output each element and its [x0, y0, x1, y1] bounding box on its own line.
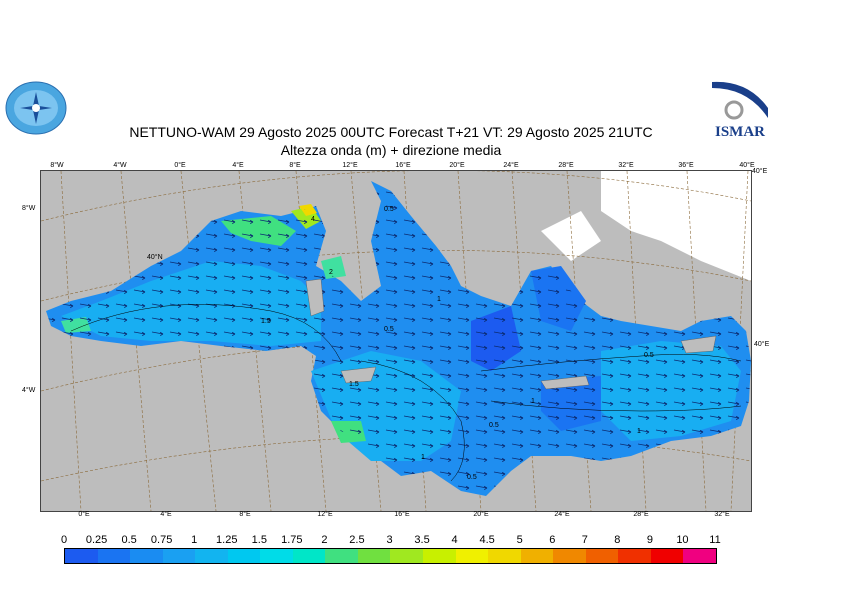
sicily — [340, 366, 377, 384]
legend-swatch — [650, 549, 684, 563]
wave-height-map: 0.5 1 1.5 2 0.5 1 1.5 0.5 1 0.5 1 4 0.5 … — [40, 170, 752, 512]
top-lon-label: 4°W — [113, 162, 127, 169]
lat-40-label: 40°N — [147, 253, 163, 261]
legend-label: 0.75 — [150, 534, 173, 546]
legend-label: 4 — [451, 534, 458, 546]
wave-height-legend — [64, 548, 717, 564]
contour-label: 0.5 — [467, 474, 477, 481]
legend-label: 4.5 — [479, 534, 495, 546]
bottom-lon-label: 12°E — [317, 511, 333, 518]
legend-label: 1.25 — [216, 534, 238, 546]
legend-swatch — [227, 549, 261, 563]
bottom-lon-label: 4°E — [160, 511, 172, 518]
contour-label: 1 — [421, 454, 425, 461]
legend-label: 3 — [386, 534, 393, 546]
contour-label: 1.5 — [349, 381, 359, 388]
contour-label: 0.5 — [489, 422, 499, 429]
right-lat-label: 40°E — [752, 168, 768, 175]
legend-label: 0.25 — [85, 534, 108, 546]
black-sea-area — [601, 171, 751, 281]
contour-label-group: 0.5 1 1.5 2 0.5 1 1.5 0.5 1 0.5 1 4 0.5 — [261, 206, 654, 481]
legend-label: 6 — [549, 534, 556, 546]
legend-swatch — [618, 549, 651, 563]
legend-swatch — [130, 549, 163, 563]
top-lon-label: 8°W — [50, 162, 64, 169]
cyprus — [680, 335, 717, 354]
white-region — [541, 211, 601, 261]
ismar-logo: ISMAR — [708, 78, 772, 142]
top-lon-label: 8°E — [289, 162, 301, 169]
ismar-logo-text: ISMAR — [715, 124, 765, 140]
legend-label: 1 — [191, 534, 198, 546]
top-lon-label: 4°E — [232, 162, 244, 169]
legend-label: 8 — [614, 534, 621, 546]
legend-swatch — [260, 549, 293, 563]
legend-label: 0 — [60, 534, 68, 546]
legend-swatch — [357, 549, 391, 563]
bottom-lon-label: 32°E — [714, 511, 730, 518]
top-lon-label: 40°E — [739, 162, 755, 169]
legend-swatch — [325, 549, 358, 563]
top-lon-label: 36°E — [678, 162, 694, 169]
legend-swatch — [488, 549, 521, 563]
map-canvas: 0.5 1 1.5 2 0.5 1 1.5 0.5 1 0.5 1 4 0.5 … — [41, 171, 751, 511]
contour-label: 2 — [329, 269, 333, 276]
top-lon-label: 32°E — [618, 162, 634, 169]
legend-swatch — [520, 549, 554, 563]
legend-labels: 0 0.25 0.5 0.75 1 1.25 1.5 1.75 2 2.5 3 3.5 4 4.5 5 6 7 8… — [0, 534, 842, 548]
legend-label: 5 — [516, 534, 523, 546]
map-title: NETTUNO-WAM 29 Agosto 2025 00UTC Forecas… — [129, 124, 653, 140]
corsica-sardinia — [305, 278, 325, 317]
legend-swatch — [195, 549, 228, 563]
legend-swatch — [292, 549, 326, 563]
top-lon-label: 12°E — [342, 162, 358, 169]
legend-swatch — [65, 549, 98, 563]
legend-label: 1.75 — [281, 534, 303, 546]
contour-lines — [70, 304, 742, 482]
legend-swatch — [553, 549, 586, 563]
top-lon-label: 0°E — [174, 162, 186, 169]
contour-label: 1 — [531, 398, 535, 405]
map-subtitle: Altezza onda (m) + direzione media — [280, 142, 502, 158]
legend-label: 0.5 — [121, 534, 137, 546]
bottom-lon-label: 24°E — [554, 511, 570, 518]
right-lat-label: 40°E — [754, 341, 770, 348]
legend-label: 7 — [581, 534, 588, 546]
bottom-lon-label: 8°E — [239, 511, 251, 518]
nettuno-logo — [5, 81, 67, 135]
contour-label: 0.5 — [384, 206, 394, 213]
top-lon-label: 20°E — [449, 162, 465, 169]
legend-label: 11 — [709, 534, 721, 546]
top-lon-label: 16°E — [395, 162, 411, 169]
legend-swatch — [585, 549, 619, 563]
legend-label: 9 — [646, 534, 653, 546]
legend-label: 3.5 — [414, 534, 430, 546]
bottom-lon-label: 0°E — [78, 511, 90, 518]
wave-direction-arrows — [46, 181, 751, 496]
left-lat-label: 4°W — [22, 387, 36, 394]
bottom-lon-label: 16°E — [394, 511, 410, 518]
contour-label: 1.5 — [261, 318, 271, 325]
bottom-lon-label: 28°E — [633, 511, 649, 518]
crete — [540, 375, 590, 390]
bottom-lon-label: 20°E — [473, 511, 489, 518]
contour-label: 0.5 — [384, 326, 394, 333]
legend-label: 2 — [321, 534, 328, 546]
legend-swatch — [162, 549, 196, 563]
legend-swatch — [97, 549, 131, 563]
legend-swatch — [455, 549, 489, 563]
contour-label: 1 — [637, 428, 641, 435]
contour-label: 1 — [437, 296, 441, 303]
legend-swatch — [683, 549, 716, 563]
left-lat-label: 8°W — [22, 205, 36, 212]
legend-swatch — [390, 549, 424, 563]
top-lon-label: 24°E — [503, 162, 519, 169]
legend-swatch — [423, 549, 456, 563]
contour-label: 0.5 — [644, 352, 654, 359]
top-lon-label: 28°E — [558, 162, 574, 169]
contour-label: 4 — [311, 216, 315, 223]
legend-label: 1.5 — [251, 534, 267, 546]
legend-label: 10 — [676, 534, 689, 546]
legend-label: 2.5 — [349, 534, 365, 546]
